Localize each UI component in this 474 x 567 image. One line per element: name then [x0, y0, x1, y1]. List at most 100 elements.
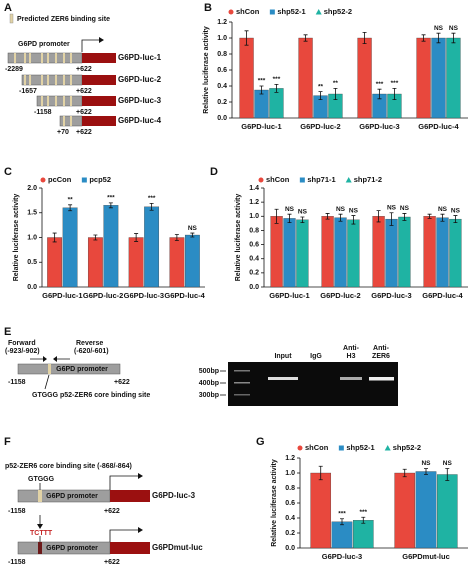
legend-marker — [345, 177, 352, 183]
significance-label: ** — [318, 83, 324, 90]
binding-site — [24, 53, 26, 63]
bar — [87, 237, 103, 288]
binding-site — [14, 53, 16, 63]
legend-label: pcp52 — [89, 175, 111, 184]
bar — [144, 206, 160, 288]
promoter-bar — [36, 95, 83, 107]
legend-marker — [384, 445, 391, 451]
y-tick-label: 1.2 — [217, 19, 227, 26]
y-tick-label: 0.2 — [217, 99, 227, 106]
error-bar — [108, 202, 113, 209]
ladder-band — [234, 370, 250, 372]
error-bar — [244, 30, 249, 46]
motif-label: GTGGG — [28, 476, 55, 483]
x-tick-label: G6PD-luc-1 — [42, 291, 82, 300]
y-tick-label: 0.8 — [217, 51, 227, 58]
significance-label: *** — [273, 76, 281, 83]
legend-label: shp52-1 — [277, 7, 305, 16]
construct-label: G6PD-luc-3 — [152, 491, 196, 500]
legend-label: shp71-2 — [354, 175, 382, 184]
significance-label: *** — [359, 509, 367, 516]
site-label: p52-ZER6 core binding site (-868/-864) — [5, 463, 132, 470]
y-tick-label: 0.0 — [217, 115, 227, 122]
error-bar — [93, 234, 98, 241]
bar — [436, 474, 458, 549]
bar — [416, 37, 431, 119]
error-bar — [287, 213, 292, 224]
position-label: +622 — [76, 109, 92, 116]
bar — [385, 218, 398, 288]
binding-site — [47, 96, 49, 106]
bar — [103, 205, 119, 288]
arrow-head — [37, 524, 43, 529]
binding-site — [41, 75, 43, 85]
bar — [394, 472, 416, 549]
primer-label: Reverse — [76, 340, 103, 347]
binding-site — [55, 53, 57, 63]
binding-site — [24, 75, 26, 85]
error-bar — [453, 215, 458, 224]
mutant-motif: TCTTT — [30, 530, 53, 537]
x-tick-label: G6PD-luc-3 — [322, 552, 362, 561]
binding-site — [70, 116, 72, 126]
legend-label: shCon — [236, 7, 260, 16]
error-bar — [440, 213, 445, 222]
error-bar — [318, 465, 323, 481]
binding-site — [70, 53, 72, 63]
promoter-label: G6PD promoter — [18, 41, 70, 48]
error-bar — [445, 468, 450, 481]
construct-label: G6PD-luc-3 — [118, 96, 162, 105]
ladder-band — [234, 394, 250, 396]
arrow-head — [99, 37, 104, 43]
y-axis-label: Relative luciferase activity — [203, 26, 210, 114]
bar — [449, 218, 462, 288]
construct-label: G6PD-luc-1 — [118, 53, 162, 62]
significance-label: *** — [376, 81, 384, 88]
error-bar — [402, 213, 407, 221]
significance-label: NS — [443, 460, 453, 467]
error-bar — [424, 468, 428, 475]
error-bar — [134, 233, 139, 242]
error-bar — [274, 208, 279, 224]
significance-label: NS — [434, 25, 444, 32]
significance-label: *** — [107, 195, 115, 202]
primer-label: Forward — [8, 340, 36, 347]
binding-site — [41, 53, 43, 63]
legend-label: Predicted ZER6 binding site — [17, 16, 110, 23]
binding-site — [29, 53, 31, 63]
promoter-label: G6PD promoter — [46, 545, 98, 552]
lane-label: Anti- — [373, 345, 390, 352]
significance-label: ** — [68, 197, 74, 204]
legend-label: shCon — [266, 175, 290, 184]
significance-label: ** — [333, 80, 339, 87]
bar — [128, 237, 144, 288]
error-bar — [52, 232, 57, 243]
bar — [283, 218, 296, 288]
bar — [436, 217, 449, 288]
legend-marker — [269, 9, 275, 15]
significance-label: NS — [336, 206, 346, 213]
promoter-label: G6PD promoter — [56, 366, 108, 373]
binding-site — [63, 75, 65, 85]
luc-box — [82, 75, 116, 85]
legend-label: shp52-2 — [393, 443, 421, 452]
construct-label: G6PD-luc-4 — [118, 116, 162, 125]
bar — [62, 207, 78, 288]
legend-marker — [258, 177, 264, 183]
y-tick-label: 0.4 — [217, 83, 227, 90]
error-bar — [259, 85, 264, 95]
legend-marker — [338, 445, 344, 451]
y-tick-label: 0.6 — [285, 500, 295, 507]
construct-label: G6PD-luc-2 — [118, 75, 162, 84]
bar — [415, 471, 437, 549]
y-tick-label: 0.6 — [249, 241, 259, 248]
y-tick-label: 0.4 — [285, 515, 295, 522]
legend-label: pcCon — [48, 175, 72, 184]
binding-site — [55, 75, 57, 85]
motif-label: GTGGG — [32, 392, 59, 399]
error-bar — [340, 518, 344, 526]
position-label: -2289 — [5, 66, 23, 73]
luc-box — [82, 53, 116, 63]
panel-label: A — [4, 2, 12, 14]
y-tick-label: 0.0 — [27, 284, 37, 291]
